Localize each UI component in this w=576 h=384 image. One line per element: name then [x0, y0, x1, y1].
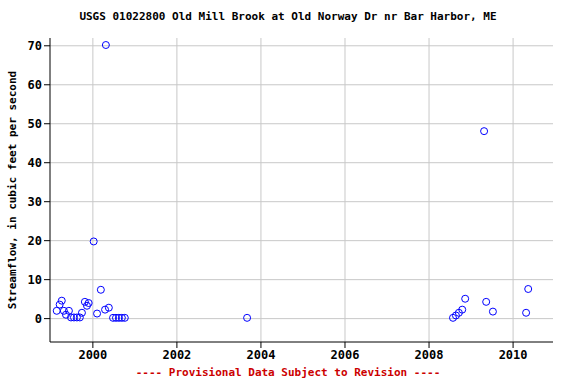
svg-text:2002: 2002 — [162, 348, 191, 362]
svg-text:50: 50 — [28, 117, 42, 131]
svg-text:30: 30 — [28, 195, 42, 209]
html-text:---- Provisional Data Subject: ---- Provisional Data Subject to Revisio… — [135, 366, 441, 379]
svg-text:2010: 2010 — [499, 348, 528, 362]
svg-text:0: 0 — [35, 312, 42, 326]
svg-text:2000: 2000 — [78, 348, 107, 362]
html-text:Streamflow, in cubic feet per: Streamflow, in cubic feet per second — [5, 70, 19, 310]
svg-text:2008: 2008 — [415, 348, 444, 362]
svg-text:70: 70 — [28, 39, 42, 53]
svg-text:20: 20 — [28, 234, 42, 248]
html-text:USGS 01022800 Old Mill Brook a: USGS 01022800 Old Mill Brook at Old Norw… — [79, 10, 497, 23]
svg-text:40: 40 — [28, 156, 42, 170]
svg-text:60: 60 — [28, 78, 42, 92]
svg-text:2004: 2004 — [246, 348, 275, 362]
svg-text:2006: 2006 — [331, 348, 360, 362]
svg-text:10: 10 — [28, 273, 42, 287]
